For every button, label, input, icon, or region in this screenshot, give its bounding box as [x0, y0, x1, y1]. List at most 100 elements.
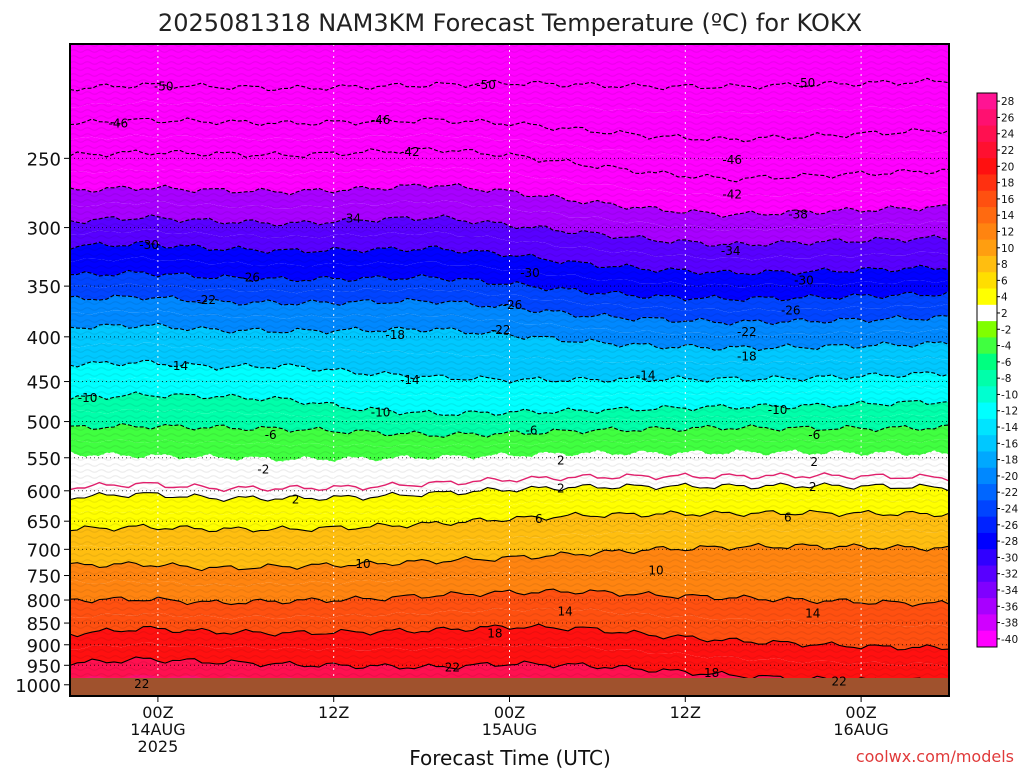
colorbar-swatch: [977, 207, 997, 224]
contour-label: -42: [722, 188, 742, 202]
contour-label: -46: [109, 116, 129, 130]
colorbar-swatch: [977, 549, 997, 567]
contour-label: -6: [525, 424, 537, 438]
colorbar-label: -26: [1001, 520, 1018, 532]
colorbar-swatch: [977, 93, 997, 110]
isotherm-14: [70, 588, 949, 607]
x-tick-label: 14AUG: [130, 720, 185, 739]
colorbar-label: -16: [1001, 438, 1018, 450]
isotherm--46: [70, 117, 949, 143]
isotherm--10: [70, 391, 949, 417]
isotherm--6: [70, 422, 949, 438]
y-tick-label: 400: [27, 328, 61, 349]
x-tick-label: 12Z: [318, 703, 349, 722]
chart-title: 2025081318 NAM3KM Forecast Temperature (…: [158, 9, 862, 37]
colorbar-swatch: [977, 516, 997, 534]
isotherm--38: [70, 183, 949, 218]
contour-label: -22: [737, 325, 757, 339]
colorbar-label: 16: [1001, 194, 1015, 206]
contour-label: -30: [794, 274, 814, 288]
colorbar-label: -12: [1001, 406, 1018, 418]
contour-label: 2: [292, 493, 300, 507]
colorbar-label: 20: [1001, 161, 1014, 173]
contour-label: -26: [240, 270, 260, 284]
x-tick-label: 12Z: [670, 703, 701, 722]
contour-label: 2: [809, 480, 817, 494]
colorbar-label: -40: [1001, 634, 1018, 646]
isotherm--18: [70, 322, 949, 352]
colorbar-label: 24: [1001, 129, 1015, 141]
contour-label: -50: [796, 76, 816, 90]
contour-label: 18: [487, 627, 502, 641]
contour-label: -50: [154, 80, 174, 94]
isotherm--34: [70, 214, 949, 247]
colorbar-swatch: [977, 581, 997, 599]
colorbar-label: 4: [1001, 292, 1008, 304]
colorbar-label: 2: [1001, 308, 1008, 320]
colorbar-label: 12: [1001, 227, 1014, 239]
colorbar-label: -32: [1001, 569, 1018, 581]
colorbar-label: -34: [1001, 585, 1018, 597]
colorbar-swatch: [977, 500, 997, 518]
colorbar-swatch: [977, 190, 997, 208]
contour-label: -6: [265, 428, 277, 442]
grid: [70, 44, 949, 696]
colorbar-swatch: [977, 484, 997, 501]
y-tick-label: 250: [27, 149, 61, 170]
colorbar-swatch: [977, 337, 997, 355]
colorbar-swatch: [977, 125, 997, 143]
colorbar-swatch: [977, 370, 997, 387]
colorbar-label: 6: [1001, 275, 1008, 287]
x-tick-label: 00Z: [142, 703, 173, 722]
y-tick-label: 750: [27, 567, 61, 588]
colorbar-swatch: [977, 435, 997, 452]
colorbar-label: 8: [1001, 259, 1008, 271]
isotherm-18: [70, 623, 949, 651]
contour-label: -50: [476, 78, 496, 92]
colorbar-swatch: [977, 255, 997, 273]
colorbar-label: 18: [1001, 178, 1014, 190]
colorbar-label: -22: [1001, 487, 1018, 499]
colorbar-swatch: [977, 239, 997, 257]
credit-link[interactable]: coolwx.com/models: [856, 747, 1014, 766]
colorbar-swatch: [977, 402, 997, 420]
contour-label: -14: [636, 369, 656, 383]
x-axis-label: Forecast Time (UTC): [409, 746, 611, 768]
contour-label: -46: [371, 113, 391, 127]
contour-label: -46: [722, 153, 742, 167]
isotherm--14: [70, 359, 949, 384]
contour-label: 22: [445, 661, 460, 675]
isotherm--26: [70, 269, 949, 302]
y-tick-label: 350: [27, 277, 61, 298]
colorbar-swatch: [977, 418, 997, 436]
colorbar-swatch: [977, 598, 997, 615]
isotherm--30: [70, 240, 949, 276]
contour-label: -10: [78, 391, 98, 405]
colorbar-label: -30: [1001, 552, 1018, 564]
contour-label: 18: [704, 666, 719, 680]
contour-label: -38: [788, 208, 808, 222]
y-tick-label: 300: [27, 219, 61, 240]
contour-label: -34: [341, 212, 361, 226]
y-axis: 2503003504004505005506006507007508008509…: [15, 149, 70, 697]
contour-label: -10: [768, 403, 788, 417]
isotherm--22: [70, 294, 949, 326]
contour-label: 14: [558, 604, 573, 618]
contour-label: 6: [784, 511, 792, 525]
colorbar-label: 22: [1001, 145, 1014, 157]
y-tick-label: 1000: [15, 676, 61, 697]
contour-label: 22: [831, 674, 846, 688]
contour-label: -18: [385, 328, 405, 342]
contour-label: -22: [196, 293, 216, 307]
colorbar-label: -24: [1001, 504, 1018, 516]
colorbar-swatch: [977, 223, 997, 241]
colorbar-swatch: [977, 272, 997, 290]
contour-label: -30: [520, 266, 540, 280]
isotherm--50: [70, 77, 949, 92]
colorbar-swatch: [977, 321, 997, 338]
contour-label: 2: [557, 454, 565, 468]
contour-label: 2: [557, 481, 565, 495]
contour-label: 10: [648, 563, 663, 577]
contour-label: -26: [781, 303, 801, 317]
